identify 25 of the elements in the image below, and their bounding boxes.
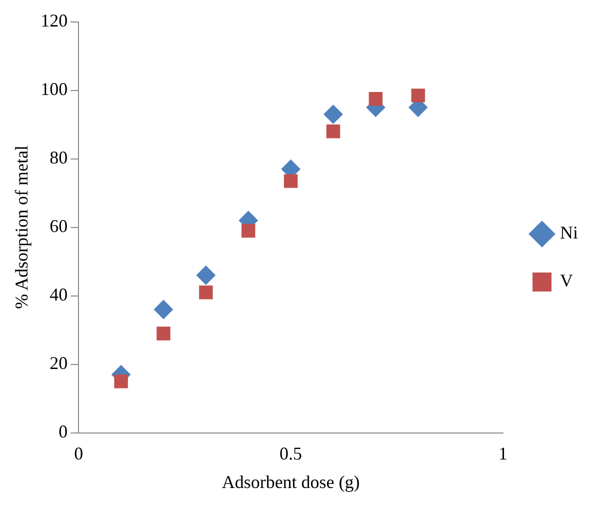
point [324,104,343,124]
x-axis-title: Adsorbent dose (g) [222,472,360,492]
y-tick-label: 80 [50,148,68,168]
point [114,374,128,388]
x-tick-label: 0.5 [280,443,302,464]
y-tick-label: 0 [58,422,68,442]
point [199,286,213,300]
y-tick-label: 20 [50,353,68,374]
point [241,224,256,238]
y-axis-title: % Adsorption of metal [12,146,32,310]
legend-label: Ni [560,222,578,243]
point [154,300,173,319]
y-tick-label: 100 [40,79,68,100]
legend-label: V [560,270,573,291]
point [196,266,216,285]
y-tick-label: 60 [50,216,68,236]
x-tick-label: 1 [498,443,508,464]
point [368,92,383,106]
y-tick-label: 120 [40,10,68,31]
point [326,124,340,138]
x-tick-label: 0 [74,443,84,464]
y-tick-label: 40 [50,284,68,305]
point [156,326,170,340]
point [284,174,298,188]
point [411,88,425,102]
